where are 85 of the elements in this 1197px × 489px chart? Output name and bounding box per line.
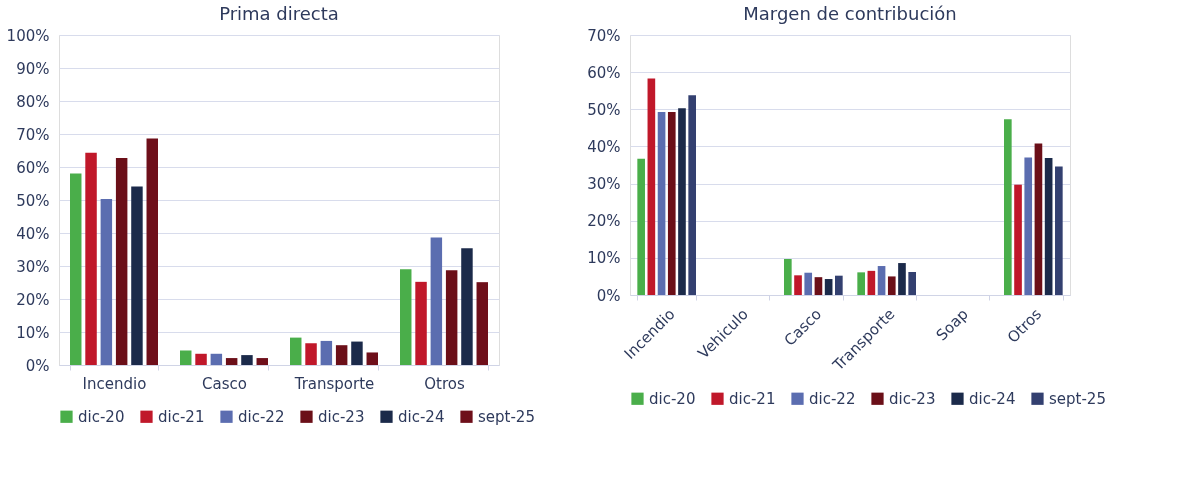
legend-label: dic-22 <box>809 389 856 408</box>
y-tick-label: 40% <box>16 224 50 243</box>
x-tick-label: Otros <box>424 374 465 393</box>
y-tick-label: 70% <box>16 125 50 144</box>
bar <box>115 158 128 365</box>
bar <box>784 258 792 295</box>
bar <box>225 358 238 365</box>
y-tick-label: 50% <box>16 191 50 210</box>
legend-label: dic-22 <box>238 407 285 426</box>
y-tick-label: 0% <box>596 286 621 305</box>
x-tick-label: Casco <box>202 374 247 393</box>
bar <box>657 111 666 295</box>
y-tick-label: 40% <box>587 137 621 156</box>
legend-label: sept-25 <box>1049 389 1106 408</box>
bar <box>445 270 458 365</box>
bar <box>1024 157 1033 295</box>
bar <box>320 340 333 365</box>
bar <box>195 353 207 365</box>
legend-label: dic-21 <box>158 407 205 426</box>
bar <box>1034 143 1043 295</box>
bar <box>290 337 302 365</box>
bar <box>351 341 363 365</box>
legend-label: sept-25 <box>478 407 535 426</box>
y-tick-label: 100% <box>6 26 50 45</box>
bar <box>814 277 823 295</box>
legend-label: dic-21 <box>729 389 776 408</box>
bar <box>1055 166 1063 295</box>
bar <box>241 355 253 365</box>
bar <box>461 248 473 365</box>
bar <box>637 158 645 295</box>
y-tick-label: 0% <box>25 356 50 375</box>
bar <box>647 78 656 295</box>
bar <box>366 352 378 365</box>
bar <box>794 275 802 295</box>
y-tick-label: 90% <box>16 59 50 78</box>
bar <box>335 345 348 365</box>
bar <box>867 270 876 295</box>
bar <box>400 269 412 365</box>
y-tick-label: 60% <box>587 63 621 82</box>
y-tick-label: 50% <box>587 100 621 119</box>
y-tick-label: 20% <box>16 290 50 309</box>
legend-label: dic-24 <box>398 407 445 426</box>
y-tick-label: 10% <box>587 249 621 268</box>
bar <box>898 263 906 295</box>
y-tick-label: 70% <box>587 26 621 45</box>
bar <box>835 275 843 295</box>
y-tick-label: 30% <box>587 175 621 194</box>
bar <box>131 186 143 365</box>
bar <box>305 343 317 365</box>
bar <box>824 279 833 295</box>
bar <box>667 111 676 295</box>
bar <box>1014 184 1022 295</box>
bar <box>256 358 268 365</box>
bar <box>415 281 427 365</box>
bar <box>210 353 223 365</box>
x-tick-label: Transporte <box>293 374 375 393</box>
y-tick-label: 10% <box>16 323 50 342</box>
chart-title: Margen de contribución <box>743 3 957 24</box>
bar <box>1004 119 1012 295</box>
y-tick-label: 30% <box>16 257 50 276</box>
bar <box>857 272 865 295</box>
legend-label: dic-24 <box>969 389 1016 408</box>
y-tick-label: 60% <box>16 158 50 177</box>
bar <box>85 152 97 365</box>
x-tick-label: Incendio <box>82 374 147 393</box>
chart-title: Prima directa <box>219 3 339 24</box>
bar <box>70 173 82 365</box>
bar <box>146 138 158 365</box>
bar <box>804 272 813 295</box>
bar <box>430 237 443 365</box>
bar <box>887 276 896 295</box>
bar <box>100 199 113 365</box>
bar <box>877 266 886 295</box>
legend-label: dic-23 <box>318 407 365 426</box>
y-tick-label: 80% <box>16 92 50 111</box>
y-tick-label: 20% <box>587 212 621 231</box>
bar <box>180 350 192 365</box>
bar <box>688 95 696 295</box>
bar <box>908 271 916 295</box>
bar <box>1044 157 1053 295</box>
bar <box>678 108 686 295</box>
bar <box>476 282 488 365</box>
legend-label: dic-20 <box>78 407 125 426</box>
legend-label: dic-23 <box>889 389 936 408</box>
legend-label: dic-20 <box>649 389 696 408</box>
